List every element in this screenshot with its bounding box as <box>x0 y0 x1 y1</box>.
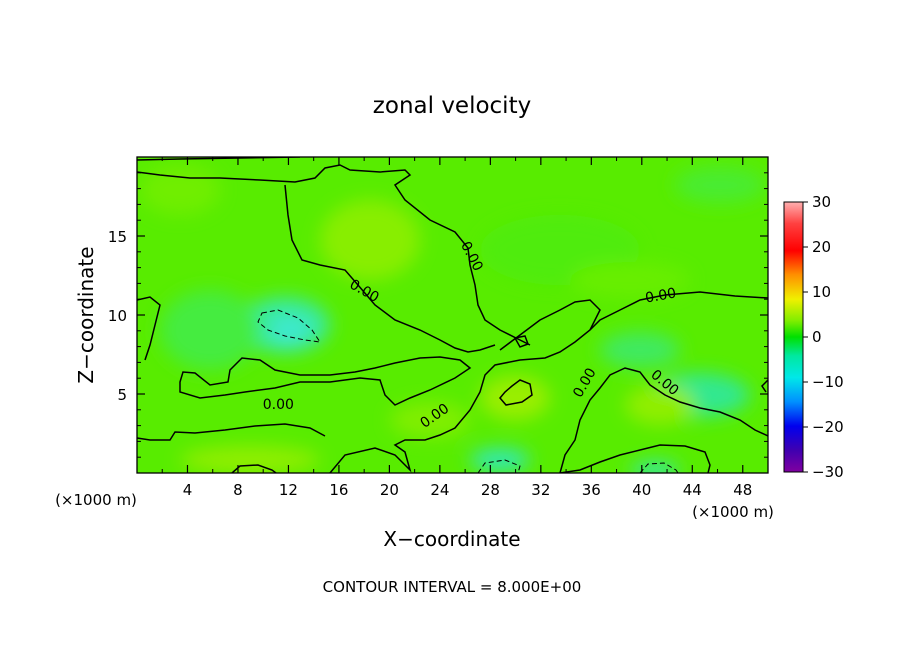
contour-upper-main <box>137 164 531 346</box>
x-tick-label: 40 <box>632 481 651 499</box>
y-axis-label: Z−coordinate <box>74 246 98 383</box>
contour-lower-right <box>559 444 711 473</box>
contour-middle-band <box>179 356 472 406</box>
x-tick-label: 28 <box>481 481 500 499</box>
contour-tiny-loop <box>513 335 529 348</box>
contour-left-side <box>137 296 161 361</box>
plot-area: 0.000.00 0.000.00 0.000.00 0.00 <box>137 157 768 473</box>
x-tick-label: 4 <box>183 481 193 499</box>
colorbar-tick-label: 10 <box>812 283 831 301</box>
contour-mid-right <box>499 299 601 351</box>
contour-bottom-left-loop <box>231 464 277 473</box>
x-tick-label: 20 <box>380 481 399 499</box>
contour-small-loop <box>499 379 533 406</box>
contour-center-wave <box>329 291 768 473</box>
y-tick-label: 5 <box>117 386 127 404</box>
contour-right-center <box>559 367 768 473</box>
colorbar-tick-label: 30 <box>812 193 831 211</box>
colorbar-gradient <box>783 201 804 473</box>
negative-contour-bottom-right <box>639 462 679 473</box>
colorbar-tick-label: 20 <box>812 238 831 256</box>
contour-label: 0.00 <box>644 285 677 306</box>
y-tick-label: 15 <box>108 228 127 246</box>
field-shading <box>140 165 765 473</box>
colorbar-tick-label: 0 <box>812 328 822 346</box>
x-axis-label: X−coordinate <box>383 527 520 551</box>
x-tick-label: 12 <box>279 481 298 499</box>
contour-left-lobe <box>284 184 496 353</box>
x-axis: 4 8 12 16 20 24 28 32 36 40 44 48 <box>161 157 752 499</box>
y-axis: 5 10 15 <box>108 172 768 458</box>
x-unit-right: (×1000 m) <box>692 503 774 521</box>
x-tick-label: 16 <box>329 481 348 499</box>
colorbar-tick-label: −20 <box>812 418 844 436</box>
x-tick-label: 24 <box>430 481 449 499</box>
negative-contour-bottom-center <box>477 459 521 473</box>
x-tick-label: 48 <box>733 481 752 499</box>
negative-contours <box>257 309 679 473</box>
colorbar: 30 20 10 0 −10 −20 −30 <box>783 193 844 481</box>
negative-contour-left <box>257 309 322 343</box>
x-tick-label: 8 <box>233 481 243 499</box>
colorbar-tick-label: −30 <box>812 463 844 481</box>
contour-interval-footnote: CONTOUR INTERVAL = 8.000E+00 <box>323 578 582 596</box>
contour-label: 0.00 <box>263 397 294 413</box>
chart-title: zonal velocity <box>373 93 531 119</box>
contour-right-edge <box>761 379 768 393</box>
x-tick-label: 36 <box>582 481 601 499</box>
x-unit-left: (×1000 m) <box>55 491 137 509</box>
colorbar-tick-label: −10 <box>812 373 844 391</box>
colorbar-ticks: 30 20 10 0 −10 −20 −30 <box>803 193 844 481</box>
contour-lower-left <box>137 423 326 441</box>
y-tick-label: 10 <box>108 307 127 325</box>
x-tick-label: 32 <box>531 481 550 499</box>
x-tick-label: 44 <box>683 481 702 499</box>
